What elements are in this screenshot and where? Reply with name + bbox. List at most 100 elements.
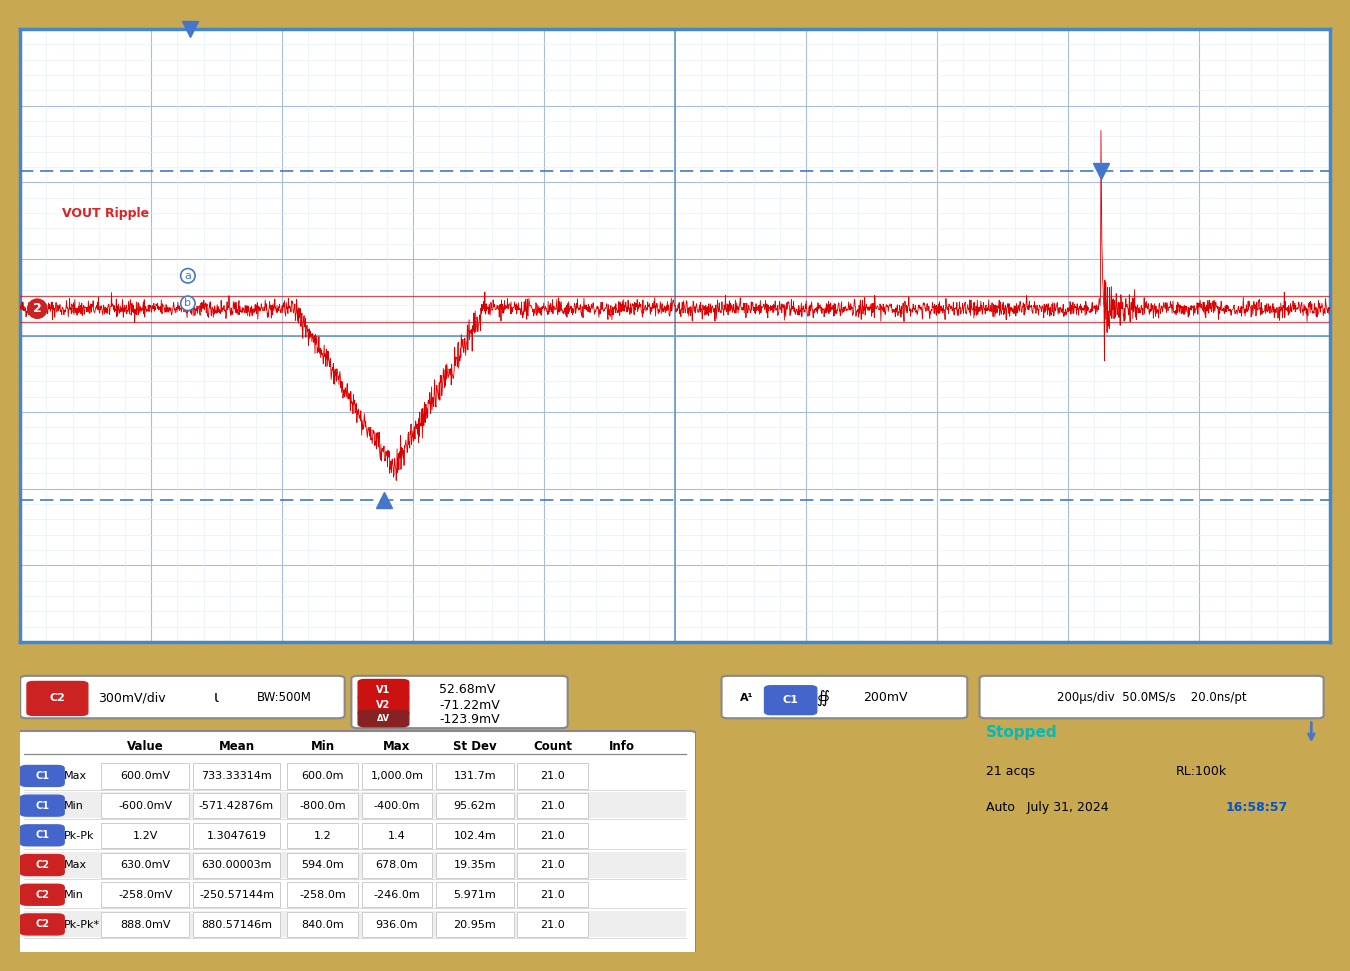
Text: -123.9mV: -123.9mV [439, 713, 500, 725]
Text: V1: V1 [377, 685, 390, 694]
FancyBboxPatch shape [193, 883, 281, 908]
Text: A¹: A¹ [740, 692, 753, 703]
FancyBboxPatch shape [101, 822, 189, 848]
Text: 880.57146m: 880.57146m [201, 920, 271, 929]
FancyBboxPatch shape [436, 822, 513, 848]
Text: -600.0mV: -600.0mV [119, 801, 173, 811]
Text: ∯: ∯ [817, 688, 829, 707]
Text: -800.0m: -800.0m [300, 801, 346, 811]
Text: 21.0: 21.0 [540, 801, 564, 811]
FancyBboxPatch shape [27, 682, 88, 716]
Text: 1.2: 1.2 [313, 830, 332, 841]
Text: 630.00003m: 630.00003m [201, 860, 271, 870]
FancyBboxPatch shape [193, 853, 281, 878]
FancyBboxPatch shape [288, 912, 358, 937]
Text: Min: Min [65, 890, 84, 900]
Text: 594.0m: 594.0m [301, 860, 344, 870]
Text: 630.0mV: 630.0mV [120, 860, 170, 870]
Text: 2: 2 [32, 302, 42, 316]
Text: ΔV: ΔV [377, 714, 390, 723]
Text: -246.0m: -246.0m [374, 890, 420, 900]
Text: C1: C1 [783, 695, 799, 705]
FancyBboxPatch shape [288, 883, 358, 908]
Text: 95.62m: 95.62m [454, 801, 495, 811]
FancyBboxPatch shape [101, 763, 189, 788]
FancyBboxPatch shape [288, 853, 358, 878]
FancyBboxPatch shape [193, 912, 281, 937]
Text: a: a [185, 271, 192, 281]
FancyBboxPatch shape [101, 883, 189, 908]
FancyBboxPatch shape [20, 795, 65, 816]
Text: Pk-Pk*: Pk-Pk* [65, 920, 100, 929]
Text: 200μs/div  50.0MS/s    20.0ns/pt: 200μs/div 50.0MS/s 20.0ns/pt [1057, 691, 1246, 704]
FancyBboxPatch shape [362, 793, 432, 819]
FancyBboxPatch shape [288, 822, 358, 848]
Text: V2: V2 [377, 700, 390, 710]
FancyBboxPatch shape [101, 853, 189, 878]
Text: Value: Value [127, 740, 163, 753]
FancyBboxPatch shape [721, 676, 968, 719]
Text: Count: Count [533, 740, 572, 753]
FancyBboxPatch shape [517, 883, 587, 908]
FancyBboxPatch shape [517, 822, 587, 848]
Text: 200mV: 200mV [863, 691, 907, 704]
FancyBboxPatch shape [101, 793, 189, 819]
Text: 16:58:57: 16:58:57 [1226, 801, 1288, 814]
FancyBboxPatch shape [436, 853, 513, 878]
Text: Min: Min [65, 801, 84, 811]
Text: 1.4: 1.4 [389, 830, 406, 841]
Text: 20.95m: 20.95m [454, 920, 495, 929]
Text: 102.4m: 102.4m [454, 830, 495, 841]
Text: 600.0mV: 600.0mV [120, 771, 170, 782]
Text: 21.0: 21.0 [540, 920, 564, 929]
FancyBboxPatch shape [14, 731, 697, 954]
FancyBboxPatch shape [193, 793, 281, 819]
Text: 1.2V: 1.2V [132, 830, 158, 841]
Text: C2: C2 [35, 920, 49, 929]
Text: Max: Max [383, 740, 410, 753]
FancyBboxPatch shape [20, 676, 344, 719]
Text: 300mV/div: 300mV/div [99, 691, 166, 704]
FancyBboxPatch shape [436, 912, 513, 937]
Text: St Dev: St Dev [452, 740, 497, 753]
FancyBboxPatch shape [362, 822, 432, 848]
Text: Min: Min [310, 740, 335, 753]
FancyBboxPatch shape [362, 763, 432, 788]
Text: 5.971m: 5.971m [454, 890, 495, 900]
FancyBboxPatch shape [24, 852, 686, 878]
Text: C2: C2 [35, 860, 49, 870]
Text: 1,000.0m: 1,000.0m [370, 771, 424, 782]
Text: 840.0m: 840.0m [301, 920, 344, 929]
FancyBboxPatch shape [20, 854, 65, 876]
Text: 600.0m: 600.0m [301, 771, 344, 782]
Text: 678.0m: 678.0m [375, 860, 418, 870]
Text: -250.57144m: -250.57144m [198, 890, 274, 900]
Text: 131.7m: 131.7m [454, 771, 495, 782]
FancyBboxPatch shape [20, 765, 65, 787]
FancyBboxPatch shape [517, 763, 587, 788]
Text: -258.0m: -258.0m [300, 890, 346, 900]
FancyBboxPatch shape [358, 680, 409, 700]
Text: Mean: Mean [219, 740, 255, 753]
Text: -400.0m: -400.0m [374, 801, 420, 811]
FancyBboxPatch shape [351, 676, 567, 728]
FancyBboxPatch shape [24, 792, 686, 819]
Text: 21.0: 21.0 [540, 830, 564, 841]
FancyBboxPatch shape [517, 853, 587, 878]
Text: 21 acqs: 21 acqs [986, 765, 1034, 779]
Text: Max: Max [65, 771, 88, 782]
FancyBboxPatch shape [288, 793, 358, 819]
Text: BW:500M: BW:500M [256, 691, 312, 704]
FancyBboxPatch shape [436, 763, 513, 788]
Text: -71.22mV: -71.22mV [439, 699, 500, 712]
FancyBboxPatch shape [358, 711, 409, 726]
FancyBboxPatch shape [517, 793, 587, 819]
FancyBboxPatch shape [764, 686, 817, 715]
Text: VOUT Ripple: VOUT Ripple [62, 207, 150, 219]
FancyBboxPatch shape [362, 883, 432, 908]
FancyBboxPatch shape [362, 912, 432, 937]
Text: Auto   July 31, 2024: Auto July 31, 2024 [986, 801, 1108, 814]
FancyBboxPatch shape [193, 763, 281, 788]
Text: 888.0mV: 888.0mV [120, 920, 170, 929]
Text: Info: Info [609, 740, 634, 753]
